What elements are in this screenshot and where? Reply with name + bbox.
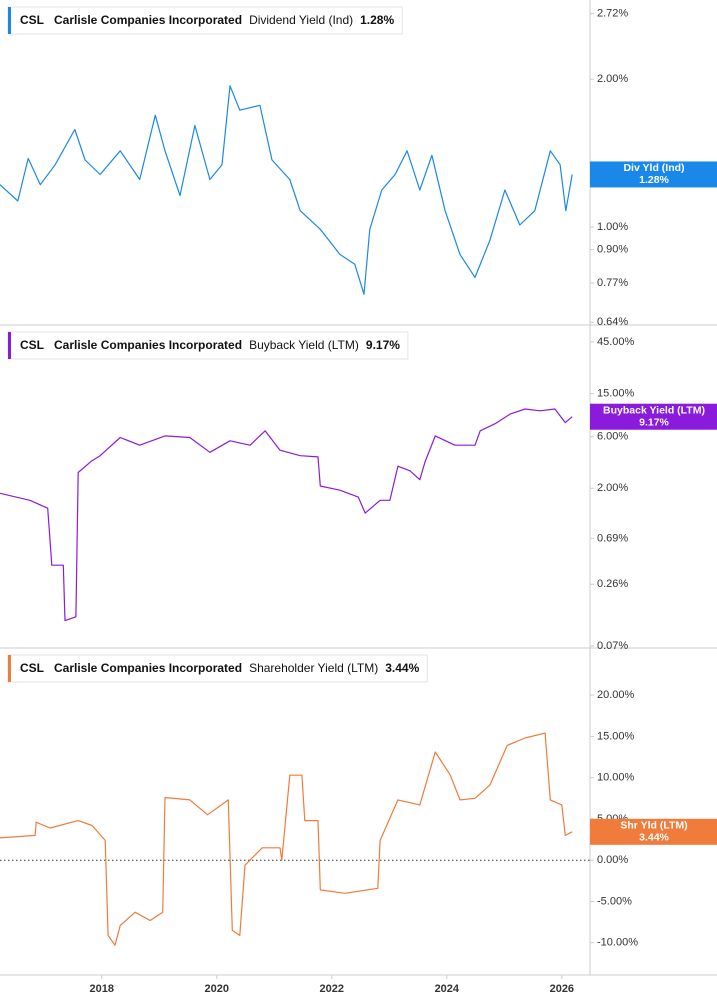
y-tick-label: 2.00%	[597, 73, 628, 85]
series-line	[0, 85, 573, 295]
legend-label: Buyback Yield (LTM)	[249, 338, 359, 352]
y-tick-label: 10.00%	[597, 772, 635, 784]
x-tick-label: 2018	[90, 983, 114, 995]
legend-swatch	[8, 655, 11, 682]
y-tick-label: 1.00%	[597, 221, 628, 233]
y-tick-label: 0.07%	[597, 640, 628, 652]
y-tick-label: 0.77%	[597, 277, 628, 289]
value-tag	[590, 161, 717, 188]
value-tag-value: 9.17%	[639, 417, 669, 429]
ticker: CSL	[20, 13, 44, 27]
y-tick-label: 45.00%	[597, 336, 635, 348]
ticker: CSL	[20, 661, 44, 675]
legend-value: 9.17%	[366, 338, 400, 352]
value-tag-value: 1.28%	[639, 174, 669, 186]
y-tick-label: 0.90%	[597, 243, 628, 255]
y-tick-label: 0.00%	[597, 854, 628, 866]
legend-label: Dividend Yield (Ind)	[249, 13, 353, 27]
y-tick-label: 2.72%	[597, 8, 628, 20]
legend-box	[7, 6, 403, 35]
series-line	[0, 408, 573, 622]
y-tick-label: 2.00%	[597, 482, 628, 494]
legend: CSL Carlisle Companies Incorporated Shareh…	[7, 654, 428, 683]
legend-swatch	[8, 332, 11, 359]
company-name: Carlisle Companies Incorporated	[54, 13, 242, 27]
value-tag-label: Buyback Yield (LTM)	[603, 405, 705, 417]
legend-value: 3.44%	[385, 661, 419, 675]
legend-label: Shareholder Yield (LTM)	[249, 661, 378, 675]
value-tag	[590, 403, 717, 430]
y-tick-label: -10.00%	[597, 937, 638, 949]
y-tick-label: 6.00%	[597, 431, 628, 443]
company-name: Carlisle Companies Incorporated	[54, 338, 242, 352]
company-name: Carlisle Companies Incorporated	[54, 661, 242, 675]
x-tick-label: 2026	[550, 983, 574, 995]
x-tick-label: 2020	[205, 983, 229, 995]
legend-value: 1.28%	[360, 13, 394, 27]
y-tick-label: 15.00%	[597, 730, 635, 742]
legend: CSL Carlisle Companies Incorporated Divide…	[7, 6, 403, 35]
value-tag	[590, 818, 717, 845]
legend-swatch	[8, 7, 11, 34]
legend-box	[7, 331, 409, 360]
value-tag-value: 3.44%	[639, 832, 669, 844]
y-tick-label: 0.26%	[597, 578, 628, 590]
ticker: CSL	[20, 338, 44, 352]
y-tick-label: 20.00%	[597, 689, 635, 701]
y-tick-label: 15.00%	[597, 387, 635, 399]
series-line	[0, 732, 573, 946]
value-tag-label: Shr Yld (LTM)	[620, 820, 687, 832]
y-tick-label: -5.00%	[597, 895, 632, 907]
x-tick-label: 2024	[435, 983, 460, 995]
y-tick-label: 0.69%	[597, 532, 628, 544]
legend-box	[7, 654, 428, 683]
value-tag-label: Div Yld (Ind)	[623, 162, 684, 174]
legend: CSL Carlisle Companies Incorporated Buybac…	[7, 331, 409, 360]
x-tick-label: 2022	[320, 983, 344, 995]
y-tick-label: 0.64%	[597, 316, 628, 328]
